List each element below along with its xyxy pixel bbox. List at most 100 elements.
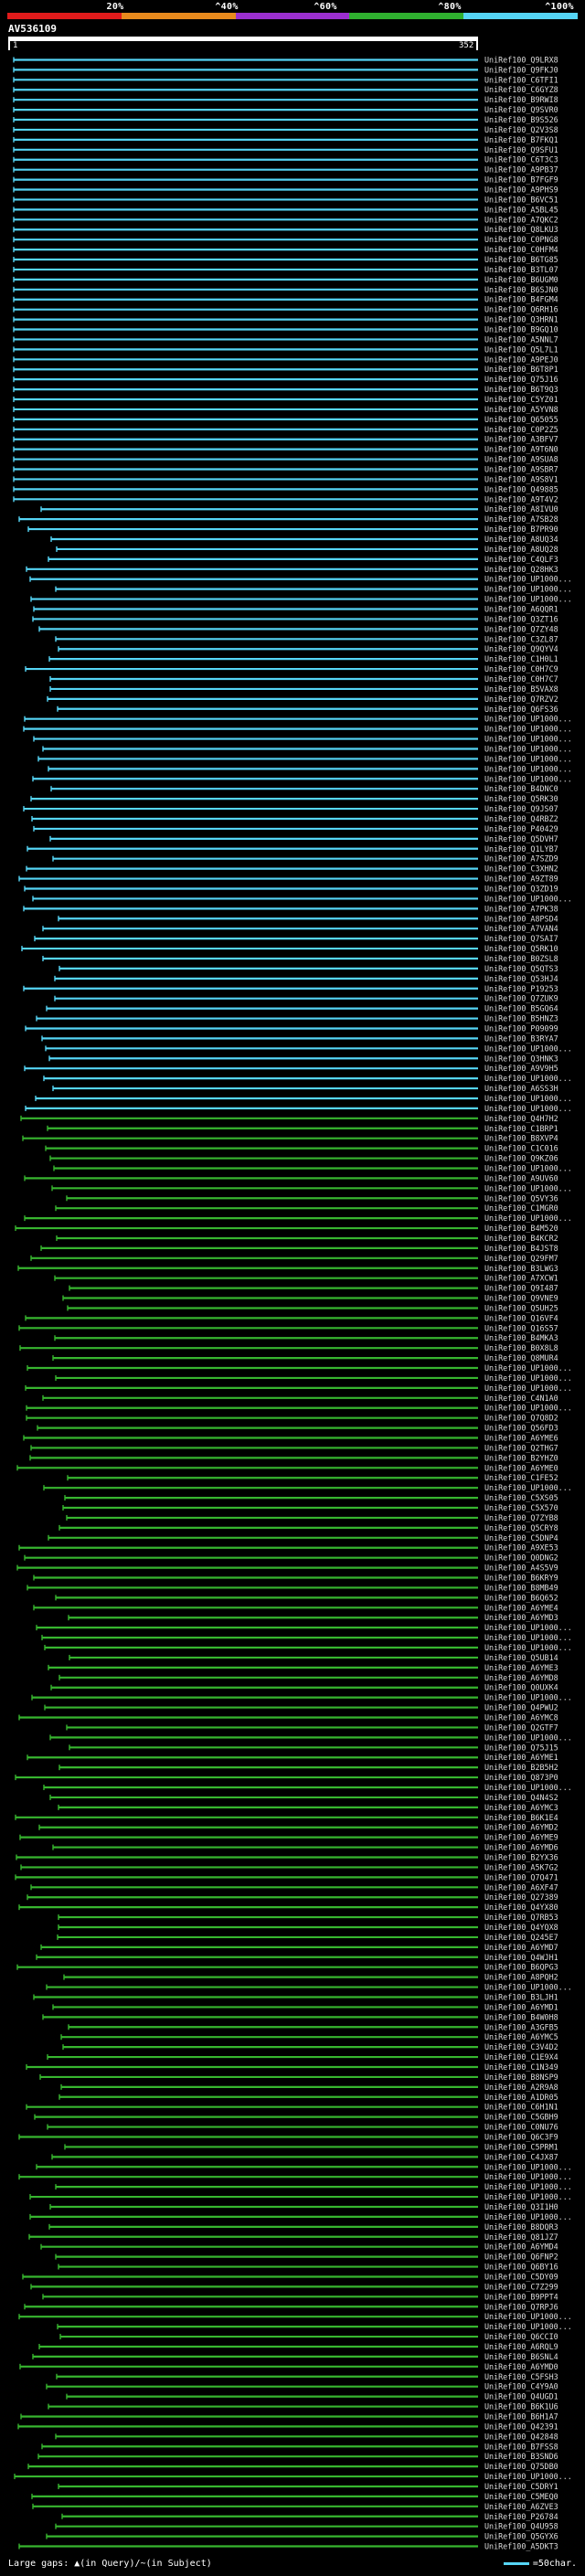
hit-label[interactable]: UniRef100_C5YZ01: [484, 395, 558, 404]
hit-label[interactable]: UniRef100_UP1000...: [484, 1074, 572, 1083]
hit-label[interactable]: UniRef100_Q6CCI0: [484, 2332, 558, 2341]
hit-label[interactable]: UniRef100_A4S5V9: [484, 1564, 558, 1573]
hit-label[interactable]: UniRef100_A5BL45: [484, 205, 558, 214]
hit-label[interactable]: UniRef100_B7FSS8: [484, 2442, 558, 2451]
hit-label[interactable]: UniRef100_B6T9Q3: [484, 385, 558, 394]
hit-label[interactable]: UniRef100_Q3ZD19: [484, 884, 558, 893]
hit-label[interactable]: UniRef100_UP1000...: [484, 595, 572, 604]
hit-label[interactable]: UniRef100_Q7ZUK9: [484, 994, 558, 1003]
hit-label[interactable]: UniRef100_B8DQR3: [484, 2222, 558, 2231]
hit-label[interactable]: UniRef100_B9PPT4: [484, 2292, 558, 2301]
hit-label[interactable]: UniRef100_Q7ZY48: [484, 624, 558, 633]
hit-label[interactable]: UniRef100_Q9SVR0: [484, 105, 558, 114]
hit-label[interactable]: UniRef100_UP1000...: [484, 1094, 572, 1103]
hit-label[interactable]: UniRef100_Q75J15: [484, 1743, 558, 1752]
hit-label[interactable]: UniRef100_B6SJN0: [484, 285, 558, 294]
hit-label[interactable]: UniRef100_UP1000...: [484, 744, 572, 753]
hit-label[interactable]: UniRef100_A9SBR7: [484, 465, 558, 474]
hit-label[interactable]: UniRef100_B3TL07: [484, 265, 558, 274]
hit-label[interactable]: UniRef100_Q75DB0: [484, 2462, 558, 2471]
hit-label[interactable]: UniRef100_UP1000...: [484, 1363, 572, 1373]
hit-label[interactable]: UniRef100_B0X8L8: [484, 1343, 558, 1352]
hit-label[interactable]: UniRef100_B7FKQ1: [484, 135, 558, 144]
hit-label[interactable]: UniRef100_A5K7G2: [484, 1862, 558, 1871]
hit-label[interactable]: UniRef100_Q3I1H0: [484, 2202, 558, 2211]
hit-label[interactable]: UniRef100_UP1000...: [484, 1404, 572, 1413]
hit-label[interactable]: UniRef100_Q5L7L1: [484, 345, 558, 354]
hit-label[interactable]: UniRef100_Q75J16: [484, 375, 558, 384]
hit-label[interactable]: UniRef100_C5DNP4: [484, 1533, 558, 1542]
hit-label[interactable]: UniRef100_Q5RK10: [484, 944, 558, 953]
hit-label[interactable]: UniRef100_A3BFV7: [484, 435, 558, 444]
hit-label[interactable]: UniRef100_A9V9H5: [484, 1064, 558, 1073]
hit-label[interactable]: UniRef100_A7XCW1: [484, 1274, 558, 1283]
hit-label[interactable]: UniRef100_A6YMD2: [484, 1823, 558, 1832]
hit-label[interactable]: UniRef100_UP1000...: [484, 735, 572, 744]
hit-label[interactable]: UniRef100_A8UQ34: [484, 535, 558, 544]
hit-label[interactable]: UniRef100_B3LJH1: [484, 1992, 558, 2001]
hit-label[interactable]: UniRef100_UP1000...: [484, 1383, 572, 1393]
hit-label[interactable]: UniRef100_UP1000...: [484, 894, 572, 903]
hit-label[interactable]: UniRef100_A6YME1: [484, 1753, 558, 1762]
hit-label[interactable]: UniRef100_B8MB49: [484, 1583, 558, 1592]
hit-label[interactable]: UniRef100_A7SZD9: [484, 854, 558, 864]
hit-label[interactable]: UniRef100_A9PHS9: [484, 186, 558, 195]
hit-label[interactable]: UniRef100_UP1000...: [484, 2192, 572, 2201]
hit-label[interactable]: UniRef100_B6K1U6: [484, 2402, 558, 2412]
hit-label[interactable]: UniRef100_Q7RB53: [484, 1913, 558, 1922]
hit-label[interactable]: UniRef100_Q53HJ4: [484, 974, 558, 983]
hit-label[interactable]: UniRef100_Q4N4S2: [484, 1793, 558, 1802]
hit-label[interactable]: UniRef100_B5VAX8: [484, 684, 558, 694]
hit-label[interactable]: UniRef100_C5GBH9: [484, 2113, 558, 2122]
hit-label[interactable]: UniRef100_B3RYA7: [484, 1034, 558, 1043]
hit-label[interactable]: UniRef100_A6YMD1: [484, 2002, 558, 2011]
hit-label[interactable]: UniRef100_UP1000...: [484, 1633, 572, 1642]
hit-label[interactable]: UniRef100_A6ZVE3: [484, 2502, 558, 2511]
hit-label[interactable]: UniRef100_C6TFI1: [484, 75, 558, 84]
hit-label[interactable]: UniRef100_B2YHZ0: [484, 1453, 558, 1462]
hit-label[interactable]: UniRef100_B8XVP4: [484, 1134, 558, 1143]
hit-label[interactable]: UniRef100_C0HFM4: [484, 245, 558, 254]
hit-label[interactable]: UniRef100_UP1000...: [484, 725, 572, 734]
hit-label[interactable]: UniRef100_C6H1N1: [484, 2103, 558, 2112]
hit-label[interactable]: UniRef100_Q0UXK4: [484, 1683, 558, 1692]
hit-label[interactable]: UniRef100_Q56FD3: [484, 1424, 558, 1433]
hit-label[interactable]: UniRef100_UP1000...: [484, 1643, 572, 1652]
hit-label[interactable]: UniRef100_C5PRM1: [484, 2142, 558, 2151]
hit-label[interactable]: UniRef100_Q9I487: [484, 1284, 558, 1293]
hit-label[interactable]: UniRef100_UP1000...: [484, 1693, 572, 1702]
hit-label[interactable]: UniRef100_UP1000...: [484, 764, 572, 773]
hit-label[interactable]: UniRef100_UP1000...: [484, 1214, 572, 1223]
hit-label[interactable]: UniRef100_Q5GYX6: [484, 2532, 558, 2541]
hit-label[interactable]: UniRef100_Q9SFU1: [484, 145, 558, 154]
hit-label[interactable]: UniRef100_C4N1A0: [484, 1394, 558, 1403]
hit-label[interactable]: UniRef100_A6YMC3: [484, 1803, 558, 1812]
hit-label[interactable]: UniRef100_B6H1A7: [484, 2412, 558, 2421]
hit-label[interactable]: UniRef100_Q6RH16: [484, 305, 558, 314]
hit-label[interactable]: UniRef100_P26784: [484, 2512, 558, 2521]
hit-label[interactable]: UniRef100_B8NSP9: [484, 2072, 558, 2082]
hit-label[interactable]: UniRef100_A7PK38: [484, 904, 558, 913]
hit-label[interactable]: UniRef100_C1BRP1: [484, 1124, 558, 1133]
hit-label[interactable]: UniRef100_Q5RK30: [484, 794, 558, 803]
hit-label[interactable]: UniRef100_C5X570: [484, 1503, 558, 1512]
hit-label[interactable]: UniRef100_UP1000...: [484, 774, 572, 783]
hit-label[interactable]: UniRef100_Q29FM7: [484, 1254, 558, 1263]
hit-label[interactable]: UniRef100_A9S8V1: [484, 474, 558, 483]
hit-label[interactable]: UniRef100_B6SNL4: [484, 2352, 558, 2361]
hit-label[interactable]: UniRef100_Q5CRY8: [484, 1523, 558, 1532]
hit-label[interactable]: UniRef100_Q5VY36: [484, 1193, 558, 1203]
hit-label[interactable]: UniRef100_C6GYZ8: [484, 85, 558, 94]
hit-label[interactable]: UniRef100_A8IVU0: [484, 504, 558, 514]
hit-label[interactable]: UniRef100_A7QKC2: [484, 215, 558, 224]
hit-label[interactable]: UniRef100_Q2V3S8: [484, 125, 558, 134]
hit-label[interactable]: UniRef100_A5DKT3: [484, 2542, 558, 2551]
hit-label[interactable]: UniRef100_Q49885: [484, 484, 558, 493]
hit-label[interactable]: UniRef100_Q4RBZ2: [484, 814, 558, 823]
hit-label[interactable]: UniRef100_A9UV60: [484, 1173, 558, 1182]
hit-label[interactable]: UniRef100_Q9QYV4: [484, 644, 558, 653]
hit-label[interactable]: UniRef100_C7Z299: [484, 2282, 558, 2291]
hit-label[interactable]: UniRef100_A6YME6: [484, 1434, 558, 1443]
hit-label[interactable]: UniRef100_Q4WJH1: [484, 1953, 558, 1962]
hit-label[interactable]: UniRef100_Q9JS07: [484, 804, 558, 813]
